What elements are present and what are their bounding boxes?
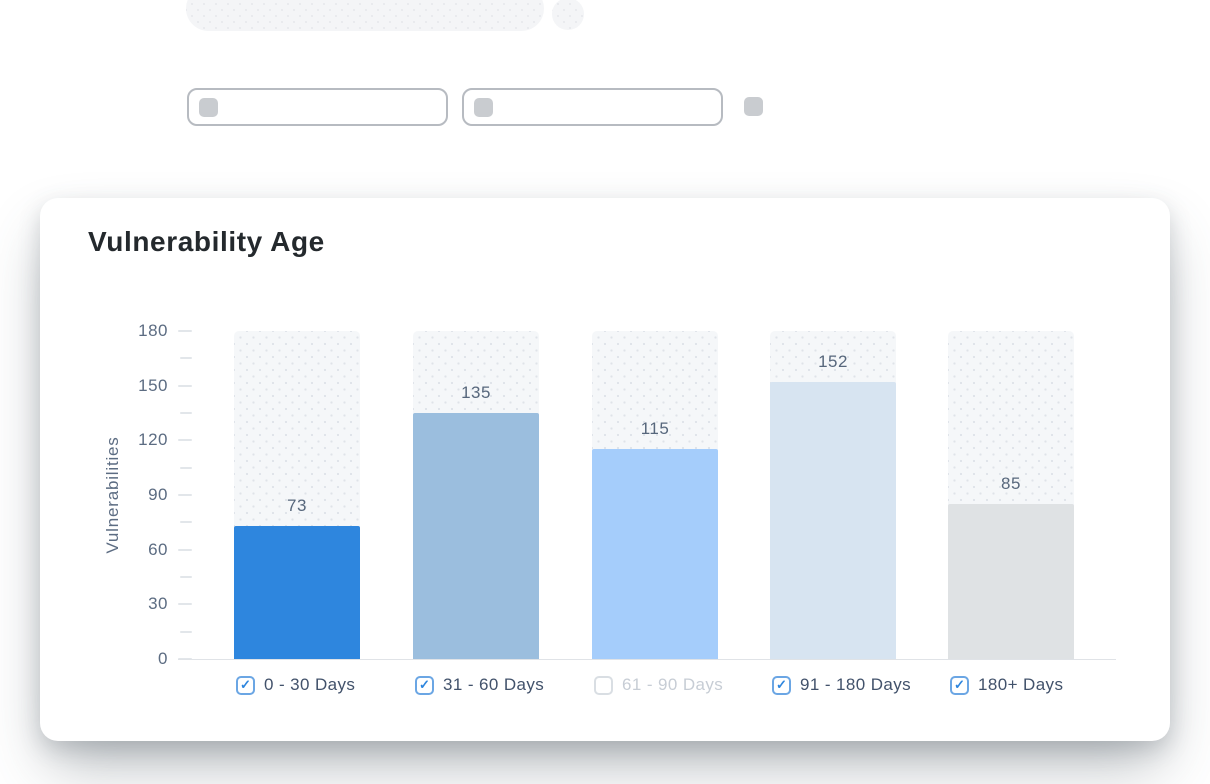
y-axis-tick-label: 90 xyxy=(148,485,168,504)
checkbox-unchecked-icon[interactable]: ✓ xyxy=(594,675,613,695)
bar-value-label: 73 xyxy=(287,496,307,515)
bar-value-label: 115 xyxy=(640,419,670,438)
legend-item-31 - 60 Days[interactable]: ✓ 31 - 60 Days xyxy=(415,673,544,697)
legend-label[interactable]: 180+ Days xyxy=(978,675,1064,694)
y-axis-tick xyxy=(180,521,192,524)
y-axis-tick xyxy=(178,330,192,332)
y-axis-tick-label: 120 xyxy=(138,430,168,450)
legend-item-180+ Days[interactable]: ✓ 180+ Days xyxy=(950,673,1063,697)
y-axis-tick xyxy=(180,576,192,578)
y-axis-tick xyxy=(178,439,192,442)
y-axis-tick xyxy=(178,603,192,606)
y-axis-tick-label: 180 xyxy=(138,321,168,340)
y-axis-tick xyxy=(178,548,192,551)
checkbox-checked-icon[interactable]: ✓ xyxy=(772,675,791,695)
y-axis-tick xyxy=(178,384,192,387)
filter-icon-placeholder xyxy=(199,98,218,117)
bar-61 - 90 Days[interactable] xyxy=(592,449,718,659)
vulnerability-age-card: Vulnerability Age Vulnerabilities 0 30 60 9… xyxy=(40,198,1170,741)
checkbox-checked-icon[interactable]: ✓ xyxy=(950,675,969,695)
header-avatar-circle-placeholder xyxy=(552,0,584,30)
x-axis-baseline xyxy=(178,659,1116,660)
bar-91 - 180 Days[interactable] xyxy=(770,382,896,659)
legend-item-61 - 90 Days[interactable]: ✓ 61 - 90 Days xyxy=(594,673,723,697)
checkbox-checked-icon[interactable]: ✓ xyxy=(415,675,434,695)
bar-value-label: 152 xyxy=(818,352,848,371)
bar-value-label: 135 xyxy=(461,383,491,402)
filter-input-placeholder-2[interactable] xyxy=(462,88,723,126)
y-axis-tick xyxy=(178,494,192,496)
y-axis-tick xyxy=(180,412,192,414)
bar-180+ Days[interactable] xyxy=(948,504,1074,659)
bar-31 - 60 Days[interactable] xyxy=(413,413,539,659)
y-axis-tick-label: 150 xyxy=(138,375,168,395)
y-axis-tick xyxy=(180,466,192,469)
y-axis-tick xyxy=(180,630,192,633)
legend-label[interactable]: 61 - 90 Days xyxy=(622,675,724,694)
y-axis-tick-label: 0 xyxy=(158,649,168,668)
y-axis-tick-label: 60 xyxy=(148,539,168,559)
y-axis-tick-label: 30 xyxy=(148,594,168,614)
bar-value-label: 85 xyxy=(1001,474,1021,493)
filter-icon-placeholder xyxy=(474,98,493,117)
filter-input-placeholder-1[interactable] xyxy=(187,88,448,126)
legend-label[interactable]: 0 - 30 Days xyxy=(264,675,356,694)
header-button-placeholder[interactable] xyxy=(744,97,763,116)
bar-0 - 30 Days[interactable] xyxy=(234,526,360,659)
legend-label[interactable]: 31 - 60 Days xyxy=(443,675,545,694)
legend-item-91 - 180 Days[interactable]: ✓ 91 - 180 Days xyxy=(772,673,911,697)
header-pill-placeholder xyxy=(186,0,544,31)
y-axis-tick xyxy=(180,357,192,360)
checkbox-checked-icon[interactable]: ✓ xyxy=(236,675,255,695)
card-title: Vulnerability Age xyxy=(88,226,325,257)
legend-label[interactable]: 91 - 180 Days xyxy=(800,675,912,694)
bar-chart: Vulnerabilities 0 30 60 90 120 150 180 73 135 11… xyxy=(40,198,1170,741)
legend-item-0 - 30 Days[interactable]: ✓ 0 - 30 Days xyxy=(236,673,355,697)
